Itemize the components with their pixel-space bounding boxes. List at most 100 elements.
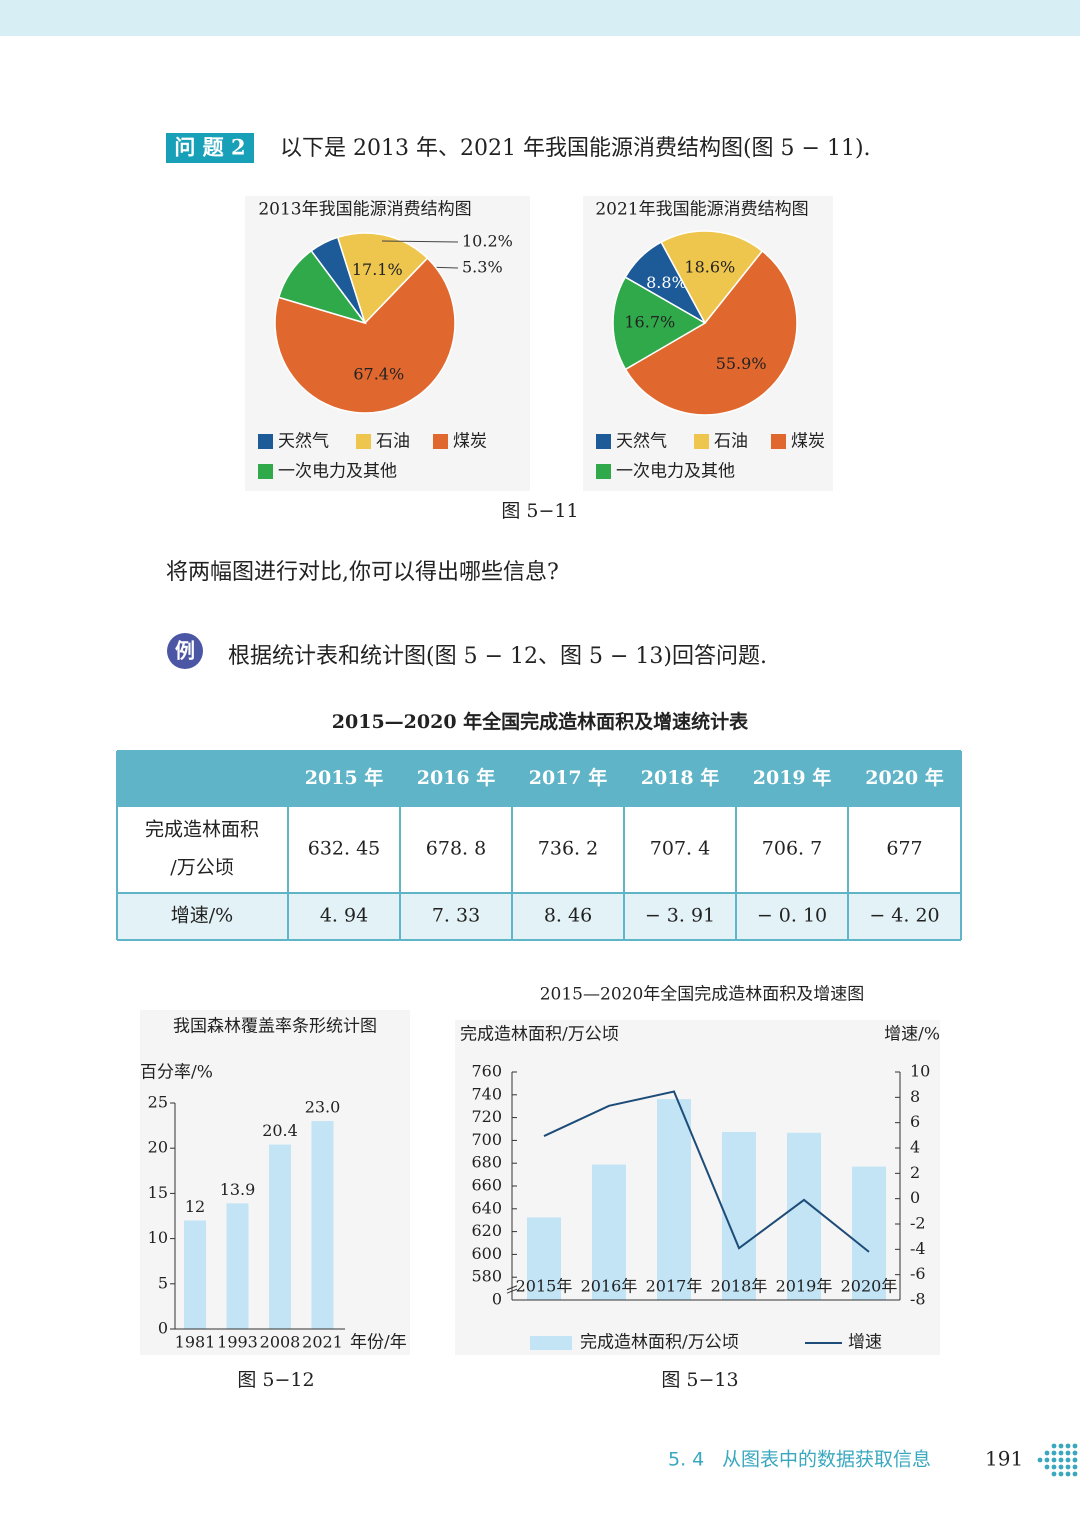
- pie-slice: [336, 232, 429, 325]
- table-cell: 707. 4: [650, 838, 710, 860]
- table-cell: − 0. 10: [757, 905, 827, 927]
- slice-label: 18.6%: [684, 258, 735, 277]
- x-tick-label: 2016年: [581, 1277, 638, 1296]
- table-cell: 4. 94: [320, 905, 368, 927]
- axis-break: [506, 1285, 518, 1294]
- footer-dot: [1065, 1457, 1071, 1463]
- y-axis-label: 完成造林面积/万公顷: [460, 1025, 619, 1045]
- footer-dot: [1072, 1457, 1078, 1463]
- y-tick-label: 15: [148, 1183, 168, 1202]
- table-cell: 677: [886, 838, 922, 860]
- legend-label: 煤炭: [791, 432, 825, 452]
- table-title: 2015—2020 年全国完成造林面积及增速统计表: [332, 710, 749, 733]
- x-tick-label: 2015年: [516, 1277, 573, 1296]
- y2-tick-label: 0: [910, 1188, 920, 1207]
- y2-tick-label: -8: [910, 1290, 926, 1309]
- footer-dot: [1065, 1464, 1071, 1470]
- question-badge: [166, 133, 254, 163]
- legend-swatch: [356, 434, 371, 449]
- y-tick-label: 20: [148, 1138, 168, 1157]
- bar: [184, 1220, 206, 1329]
- bar: [852, 1166, 886, 1300]
- legend-label: 一次电力及其他: [278, 462, 397, 482]
- y-tick-label: 700: [471, 1130, 502, 1149]
- legend-label: 石油: [376, 432, 410, 452]
- table-row-label: 增速/%: [171, 905, 233, 927]
- footer-dot: [1065, 1471, 1071, 1477]
- table-header-cell: 2017 年: [529, 766, 608, 789]
- table-cell: 706. 7: [762, 838, 822, 860]
- legend-swatch: [258, 464, 273, 479]
- legend-swatch: [530, 1336, 572, 1350]
- figure-caption: 图 5−11: [501, 500, 578, 522]
- legend-swatch: [694, 434, 709, 449]
- y-tick-label: 740: [471, 1084, 502, 1103]
- x-tick-label: 1993: [217, 1333, 258, 1352]
- legend-swatch: [258, 434, 273, 449]
- bar: [787, 1132, 821, 1300]
- y2-tick-label: 6: [910, 1112, 920, 1131]
- line-series: [543, 1090, 870, 1253]
- y-axis-label: 百分率/%: [140, 1063, 213, 1083]
- slice-label: 16.7%: [624, 313, 675, 332]
- page-number: 191: [985, 1447, 1023, 1471]
- chart-title: 我国森林覆盖率条形统计图: [173, 1017, 377, 1037]
- table-cell: 7. 33: [432, 905, 480, 927]
- pie-slice: [624, 249, 798, 416]
- legend-label: 增速: [848, 1333, 882, 1353]
- bar: [226, 1203, 249, 1329]
- footer-dot: [1058, 1443, 1064, 1449]
- footer-dot: [1044, 1450, 1050, 1456]
- table-cell: 8. 46: [544, 905, 592, 927]
- chart-title: 2013年我国能源消费结构图: [258, 200, 471, 220]
- y2-tick-label: 10: [910, 1062, 930, 1081]
- legend-label: 一次电力及其他: [616, 462, 735, 482]
- legend-label: 天然气: [278, 432, 329, 452]
- footer-dot: [1051, 1450, 1057, 1456]
- leader-line: [381, 240, 459, 243]
- x-tick-label: 1981: [175, 1333, 216, 1352]
- table-cell: − 3. 91: [645, 905, 715, 927]
- y-tick-label: 660: [471, 1176, 502, 1195]
- table-header-cell: 2019 年: [753, 766, 832, 789]
- bar-label: 13.9: [220, 1180, 256, 1199]
- footer-dot: [1051, 1457, 1057, 1463]
- footer-dot: [1044, 1464, 1050, 1470]
- bar: [269, 1144, 291, 1329]
- chart-title: 2021年我国能源消费结构图: [595, 200, 808, 220]
- question-label: 问 题 2: [174, 135, 245, 160]
- table-cell: 736. 2: [538, 838, 598, 860]
- slice-label: 5.3%: [462, 258, 503, 277]
- footer-dot: [1058, 1471, 1064, 1477]
- example-badge: [167, 633, 203, 669]
- footer-dot: [1072, 1443, 1078, 1449]
- y-tick-label: 600: [471, 1244, 502, 1263]
- y2-tick-label: 2: [910, 1163, 920, 1182]
- pie-slice: [277, 249, 367, 325]
- slice-label: 8.8%: [646, 273, 687, 292]
- table-header-cell: 2015 年: [305, 766, 384, 789]
- table-header-cell: 2018 年: [641, 766, 720, 789]
- x-tick-label: 2017年: [646, 1277, 703, 1296]
- footer-dot: [1051, 1464, 1057, 1470]
- x-tick-label: 2021: [302, 1333, 343, 1352]
- y2-tick-label: 4: [910, 1138, 920, 1157]
- legend-label: 煤炭: [453, 432, 487, 452]
- bar-label: 12: [185, 1197, 205, 1216]
- y2-tick-label: -6: [910, 1264, 926, 1283]
- y2-axis-label: 增速/%: [884, 1025, 940, 1045]
- prompt: 将两幅图进行对比,你可以得出哪些信息?: [166, 560, 559, 585]
- pie-slice: [612, 276, 707, 371]
- x-tick-label: 2020年: [841, 1277, 898, 1296]
- legend-swatch: [596, 464, 611, 479]
- bar-label: 23.0: [305, 1098, 341, 1117]
- y2-tick-label: 8: [910, 1087, 920, 1106]
- footer-dot: [1072, 1450, 1078, 1456]
- y-tick-label: 640: [471, 1198, 502, 1217]
- table-header-bg: [117, 751, 961, 806]
- x-tick-label: 2008: [260, 1333, 301, 1352]
- x-tick-label: 2018年: [711, 1277, 768, 1296]
- footer-dot: [1037, 1457, 1043, 1463]
- example-label: 例: [175, 639, 195, 663]
